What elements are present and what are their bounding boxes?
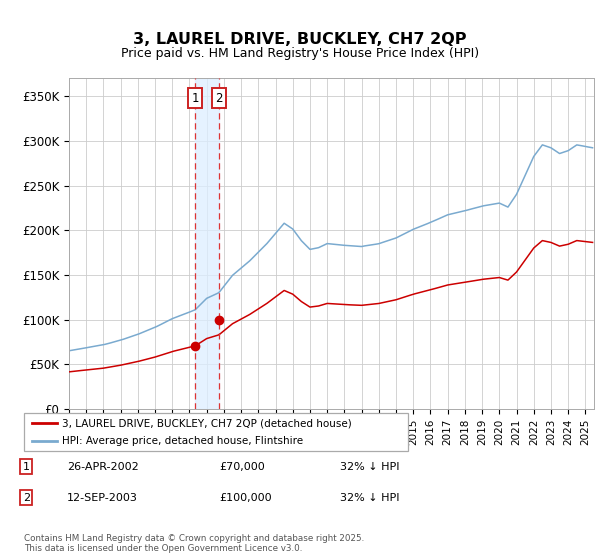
Text: Contains HM Land Registry data © Crown copyright and database right 2025.
This d: Contains HM Land Registry data © Crown c… [24,534,364,553]
Text: 26-APR-2002: 26-APR-2002 [67,461,139,472]
FancyBboxPatch shape [24,413,408,451]
Text: £100,000: £100,000 [220,493,272,503]
Bar [195,78,219,409]
Text: 1: 1 [23,461,30,472]
Text: 12-SEP-2003: 12-SEP-2003 [67,493,137,503]
Text: 32% ↓ HPI: 32% ↓ HPI [340,461,400,472]
Text: 2: 2 [23,493,30,503]
Text: HPI: Average price, detached house, Flintshire: HPI: Average price, detached house, Flin… [62,436,304,446]
Text: 3, LAUREL DRIVE, BUCKLEY, CH7 2QP (detached house): 3, LAUREL DRIVE, BUCKLEY, CH7 2QP (detac… [62,418,352,428]
Text: 32% ↓ HPI: 32% ↓ HPI [340,493,400,503]
Text: 3, LAUREL DRIVE, BUCKLEY, CH7 2QP: 3, LAUREL DRIVE, BUCKLEY, CH7 2QP [133,32,467,48]
Text: £70,000: £70,000 [220,461,265,472]
Text: 2: 2 [215,91,223,105]
Text: Price paid vs. HM Land Registry's House Price Index (HPI): Price paid vs. HM Land Registry's House … [121,47,479,60]
Text: 1: 1 [191,91,199,105]
